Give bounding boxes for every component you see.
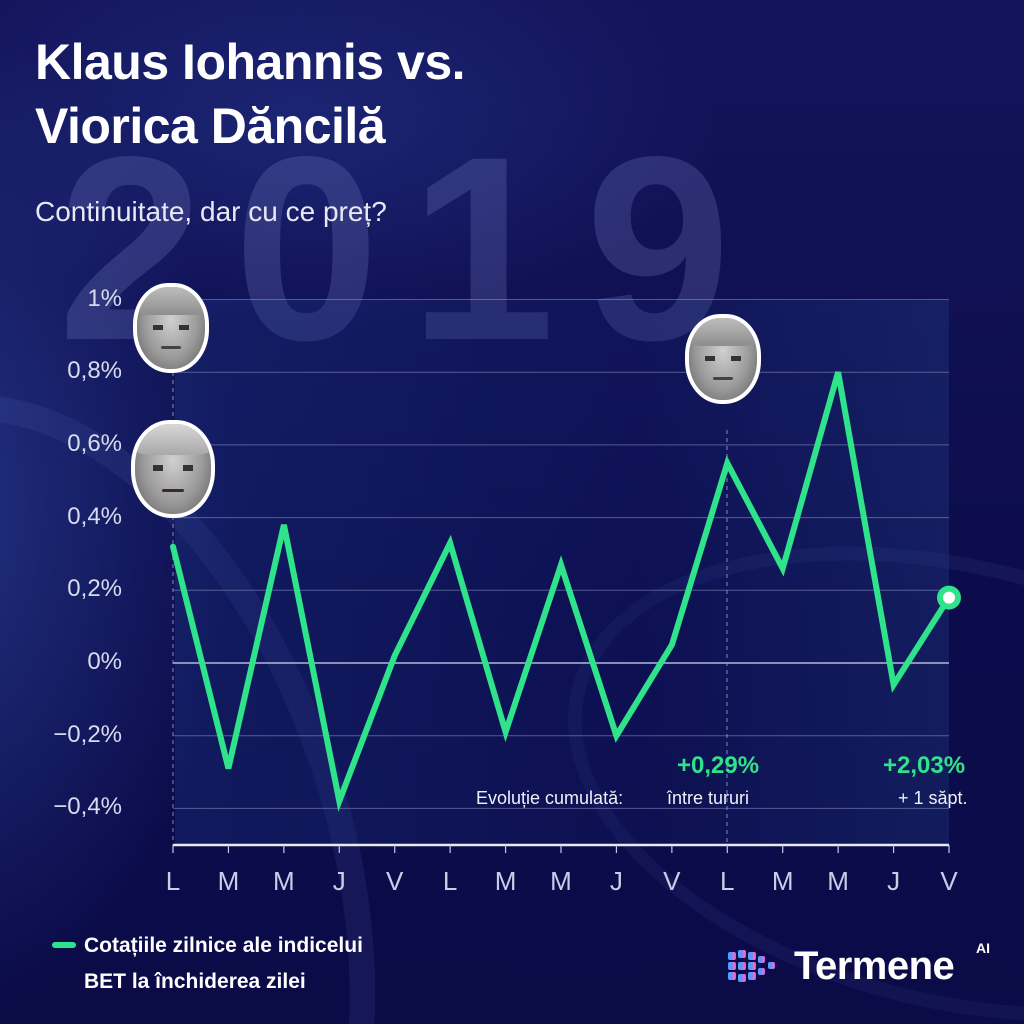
page-title: Klaus Iohannis vs. Viorica Dăncilă — [35, 30, 466, 158]
cumulative-label: Evoluție cumulată: — [476, 788, 624, 808]
legend-line-swatch — [52, 942, 76, 948]
x-axis-ticks — [172, 845, 950, 853]
iohannis-face-avatar — [133, 283, 209, 373]
x-tick-label: L — [165, 866, 181, 896]
page-subtitle: Continuitate, dar cu ce preț? — [35, 196, 387, 227]
between-rounds-change: +0,29% — [677, 752, 760, 779]
dancila-face-avatar — [131, 420, 215, 518]
y-tick-label: −0,4% — [53, 793, 122, 821]
x-tick-label: L — [720, 866, 735, 896]
termene-logo: Termene AI — [726, 940, 990, 991]
legend-label: Cotațiile zilnice ale indicelui BET la î… — [84, 928, 504, 1000]
x-tick-label: V — [663, 866, 681, 896]
x-tick-label: M — [550, 866, 572, 896]
brand-superscript: AI — [976, 940, 990, 956]
x-tick-label: M — [771, 866, 794, 896]
x-tick-label: J — [609, 866, 623, 896]
brand-name: Termene — [794, 944, 955, 988]
x-tick-label: L — [442, 866, 458, 896]
week-label: + 1 săpt. — [898, 788, 968, 808]
x-tick-label: J — [887, 866, 901, 896]
y-tick-label: 0,6% — [67, 429, 122, 457]
y-tick-label: 1% — [87, 284, 122, 312]
last-point-marker — [937, 585, 961, 610]
x-tick-label: V — [940, 866, 958, 896]
x-tick-label: M — [494, 866, 517, 896]
x-tick-label: M — [827, 866, 849, 896]
title-line-1: Klaus Iohannis vs. — [35, 34, 466, 90]
iohannis-face-avatar-second-round — [685, 314, 761, 404]
x-tick-label: V — [386, 866, 404, 896]
x-tick-label: M — [273, 866, 295, 896]
x-tick-label: J — [332, 866, 346, 896]
between-rounds-label: între tururi — [667, 788, 750, 808]
y-tick-label: −0,2% — [53, 720, 122, 748]
y-tick-label: 0,4% — [67, 502, 122, 530]
y-tick-label: 0% — [87, 648, 122, 675]
y-tick-label: 0,8% — [67, 357, 122, 385]
y-tick-label: 0,2% — [67, 575, 122, 603]
x-tick-label: M — [217, 866, 240, 896]
week-change: +2,03% — [883, 752, 966, 779]
cube-logo-icon — [728, 950, 775, 982]
gridlines — [173, 299, 949, 809]
legend-label-line-2: BET la închiderea zilei — [84, 970, 306, 993]
bet-index-line — [170, 371, 952, 812]
legend-label-line-1: Cotațiile zilnice ale indicelui — [84, 934, 363, 957]
title-line-2: Viorica Dăncilă — [35, 98, 386, 154]
